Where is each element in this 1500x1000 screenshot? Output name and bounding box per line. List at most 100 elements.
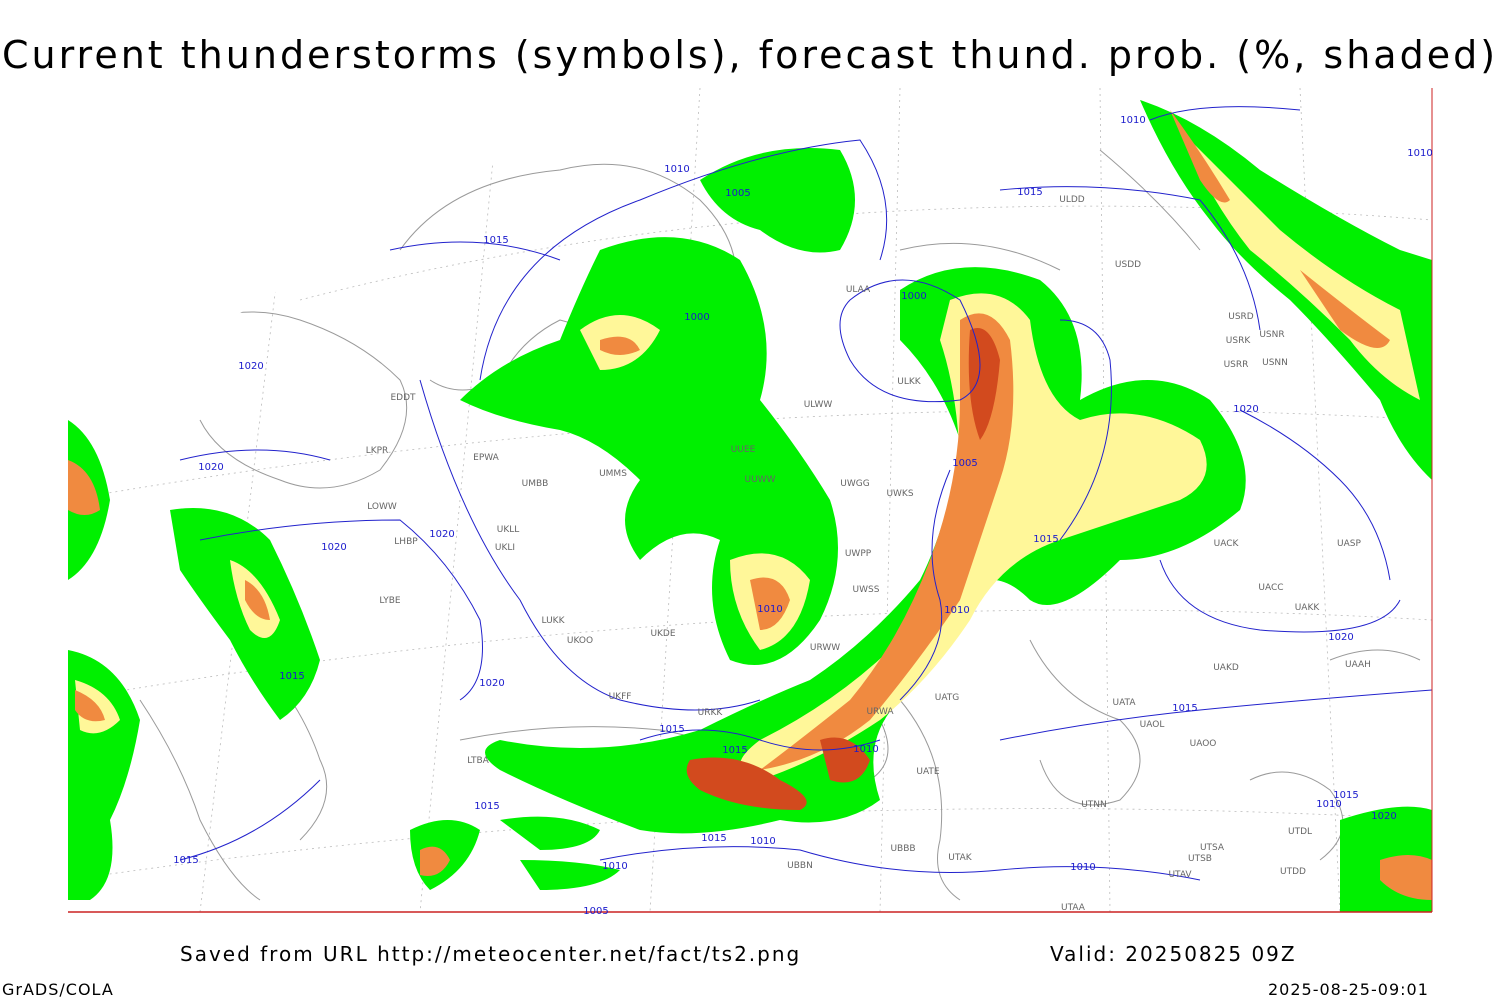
station-label: UTDL bbox=[1288, 827, 1312, 837]
station-label: UTAK bbox=[948, 853, 973, 863]
isobar-label: 1020 bbox=[1371, 811, 1396, 822]
station-label: USNR bbox=[1259, 330, 1284, 340]
source-url: Saved from URL http://meteocenter.net/fa… bbox=[180, 942, 801, 966]
station-label: USDD bbox=[1115, 260, 1141, 270]
station-label: URWA bbox=[866, 707, 894, 717]
station-label: UTAV bbox=[1168, 870, 1192, 880]
isobars bbox=[179, 106, 1432, 881]
isobar-label: 1015 bbox=[279, 671, 304, 682]
isobar-label: 1010 bbox=[944, 605, 969, 616]
isobar-label: 1010 bbox=[1407, 148, 1432, 159]
station-label: UAKK bbox=[1295, 603, 1321, 613]
isobar-label: 1015 bbox=[1333, 790, 1358, 801]
software: GrADS/COLA bbox=[2, 980, 114, 999]
station-label: UACC bbox=[1258, 583, 1283, 593]
station-label: UTNN bbox=[1081, 800, 1107, 810]
station-label: UACK bbox=[1214, 539, 1240, 549]
station-label: USRR bbox=[1224, 360, 1249, 370]
isobar-label: 1010 bbox=[750, 836, 775, 847]
station-label: UUEE bbox=[731, 445, 756, 455]
station-label: UMMS bbox=[599, 469, 627, 479]
isobar-label: 1000 bbox=[901, 291, 926, 302]
station-label: UKLI bbox=[495, 543, 515, 553]
isobar-label: 1010 bbox=[1070, 862, 1095, 873]
station-label: UATA bbox=[1112, 698, 1136, 708]
station-label: UAKD bbox=[1213, 663, 1239, 673]
isobar-label: 1015 bbox=[1033, 534, 1058, 545]
station-label: UWSS bbox=[853, 585, 880, 595]
station-label: UBBB bbox=[890, 844, 915, 854]
station-label: UWGG bbox=[840, 479, 869, 489]
map-labels: 1010 1010 1005 1015 1015 1000 1000 1020 1020 1020… bbox=[173, 115, 1432, 917]
station-label: LHBP bbox=[394, 537, 418, 547]
station-label: UKDE bbox=[650, 629, 675, 639]
station-label: UAAH bbox=[1345, 660, 1371, 670]
station-label: UATE bbox=[916, 767, 940, 777]
station-label: USRK bbox=[1226, 336, 1252, 346]
isobar-label: 1015 bbox=[1017, 187, 1042, 198]
isobar-label: 1015 bbox=[173, 855, 198, 866]
station-label: USNN bbox=[1262, 358, 1288, 368]
station-label: EDDT bbox=[390, 393, 416, 403]
graticule bbox=[68, 88, 1432, 912]
isobar-label: 1010 bbox=[602, 861, 627, 872]
timestamp: 2025-08-25-09:01 bbox=[1268, 980, 1429, 999]
isobar-label: 1015 bbox=[659, 724, 684, 735]
isobar-label: 1010 bbox=[757, 604, 782, 615]
isobar-label: 1010 bbox=[853, 744, 878, 755]
station-label: ULDD bbox=[1059, 195, 1085, 205]
isobar-label: 1015 bbox=[483, 235, 508, 246]
station-label: UWKS bbox=[886, 489, 913, 499]
station-label: UATG bbox=[935, 693, 960, 703]
station-label: UTSA bbox=[1200, 843, 1225, 853]
isobar-label: 1015 bbox=[701, 833, 726, 844]
isobar-label: 1020 bbox=[1233, 404, 1258, 415]
station-label: ULWW bbox=[804, 400, 833, 410]
station-label: LTBA bbox=[467, 756, 489, 766]
station-label: ULKK bbox=[897, 377, 922, 387]
isobar-label: 1010 bbox=[1316, 799, 1341, 810]
station-label: URWW bbox=[810, 643, 840, 653]
isobar-label: 1020 bbox=[238, 361, 263, 372]
station-label: UKFF bbox=[609, 692, 632, 702]
isobar-label: 1000 bbox=[684, 312, 709, 323]
station-label: LKPR bbox=[366, 446, 389, 456]
station-label: UAOL bbox=[1140, 720, 1165, 730]
isobar-label: 1020 bbox=[321, 542, 346, 553]
station-label: UKOO bbox=[567, 636, 593, 646]
station-label: UASP bbox=[1337, 539, 1361, 549]
isobar-label: 1015 bbox=[474, 801, 499, 812]
thunderstorm-probability bbox=[68, 100, 1432, 912]
station-label: UBBN bbox=[787, 861, 813, 871]
station-label: ULAA bbox=[846, 285, 871, 295]
isobar-label: 1020 bbox=[1328, 632, 1353, 643]
isobar-label: 1005 bbox=[952, 458, 977, 469]
station-label: UUWW bbox=[745, 475, 776, 485]
isobar-label: 1020 bbox=[198, 462, 223, 473]
title: Current thunderstorms (symbols), forecas… bbox=[2, 33, 1498, 77]
station-label: LOWW bbox=[367, 502, 397, 512]
isobar-label: 1010 bbox=[664, 164, 689, 175]
station-label: EPWA bbox=[473, 453, 500, 463]
isobar-label: 1015 bbox=[1172, 703, 1197, 714]
station-label: UMBB bbox=[522, 479, 549, 489]
station-label: UTDD bbox=[1280, 867, 1306, 877]
isobar-label: 1015 bbox=[722, 745, 747, 756]
valid-time: Valid: 20250825 09Z bbox=[1050, 942, 1297, 966]
station-label: LYBE bbox=[379, 596, 400, 606]
isobar-label: 1010 bbox=[1120, 115, 1145, 126]
isobar-label: 1020 bbox=[479, 678, 504, 689]
station-label: UKLL bbox=[497, 525, 520, 535]
station-label: UWPP bbox=[845, 549, 872, 559]
station-label: URKK bbox=[698, 708, 724, 718]
isobar-label: 1020 bbox=[429, 529, 454, 540]
isobar-label: 1005 bbox=[725, 188, 750, 199]
station-label: LUKK bbox=[542, 616, 566, 626]
station-label: USRD bbox=[1228, 312, 1254, 322]
isobar-label: 1005 bbox=[583, 906, 608, 917]
station-label: UTAA bbox=[1061, 903, 1086, 913]
map-area bbox=[68, 88, 1432, 912]
station-label: UAOO bbox=[1190, 739, 1217, 749]
